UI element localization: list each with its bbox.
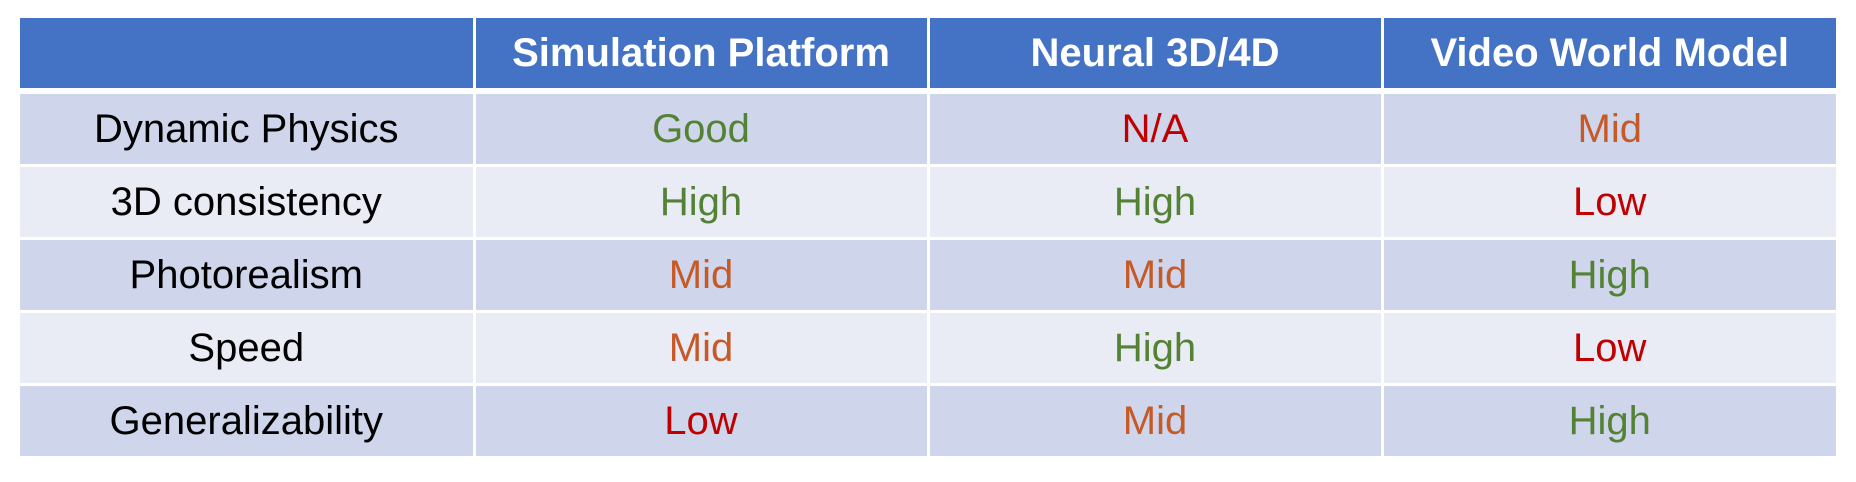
header-simulation-platform: Simulation Platform xyxy=(472,18,930,94)
comparison-table: Simulation Platform Neural 3D/4D Video W… xyxy=(20,18,1836,456)
row-label-speed: Speed xyxy=(20,310,476,386)
rating-cell: Mid xyxy=(926,237,1384,313)
header-row: Simulation Platform Neural 3D/4D Video W… xyxy=(20,18,1836,94)
table-row: Dynamic Physics Good N/A Mid xyxy=(20,89,1836,167)
rating-cell: High xyxy=(1380,383,1836,456)
rating-cell: Mid xyxy=(472,237,930,313)
table-row: Photorealism Mid Mid High xyxy=(20,237,1836,313)
row-label-dynamic-physics: Dynamic Physics xyxy=(20,89,476,167)
row-label-generalizability: Generalizability xyxy=(20,383,476,456)
rating-cell: Mid xyxy=(1380,89,1836,167)
rating-cell: Mid xyxy=(926,383,1384,456)
rating-cell: N/A xyxy=(926,89,1384,167)
rating-cell: High xyxy=(1380,237,1836,313)
table-row: Speed Mid High Low xyxy=(20,310,1836,386)
header-corner-cell xyxy=(20,18,476,94)
table-row: 3D consistency High High Low xyxy=(20,164,1836,240)
row-label-3d-consistency: 3D consistency xyxy=(20,164,476,240)
table-row: Generalizability Low Mid High xyxy=(20,383,1836,456)
header-video-world-model: Video World Model xyxy=(1380,18,1836,94)
rating-cell: Low xyxy=(472,383,930,456)
header-neural-3d-4d: Neural 3D/4D xyxy=(926,18,1384,94)
rating-cell: Low xyxy=(1380,164,1836,240)
rating-cell: Low xyxy=(1380,310,1836,386)
rating-cell: High xyxy=(472,164,930,240)
rating-cell: High xyxy=(926,310,1384,386)
rating-cell: High xyxy=(926,164,1384,240)
rating-cell: Good xyxy=(472,89,930,167)
row-label-photorealism: Photorealism xyxy=(20,237,476,313)
rating-cell: Mid xyxy=(472,310,930,386)
